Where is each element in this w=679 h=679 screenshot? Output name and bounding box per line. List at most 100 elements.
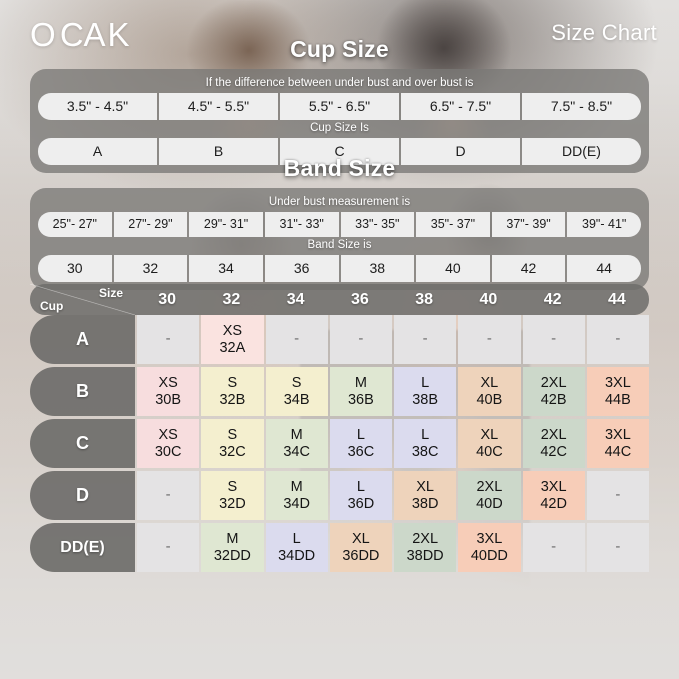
matrix-cell: 3XL 44B [586,367,649,416]
matrix-cell-code: 32A [219,339,246,356]
matrix-cell-code: 36B [347,391,374,408]
matrix-cell: XS 30B [137,367,200,416]
matrix-cell-size: - [615,330,621,348]
cup-size-section: Cup Size If the difference between under… [0,36,679,173]
band-number-row: 30 32 34 36 38 40 42 44 [38,255,641,282]
matrix-cell-size: - [294,330,300,348]
cup-range-cell: 5.5" - 6.5" [280,93,399,120]
matrix-cell-size: M [290,427,303,444]
matrix-cell-size: L [292,531,301,548]
matrix-cell-code: 40DD [470,547,508,564]
matrix-col-header: 40 [456,284,521,315]
matrix-cell: - [394,315,457,364]
matrix-cell-code: 42D [540,495,567,512]
matrix-cell: - [522,523,585,572]
band-range-cell: 39"- 41" [567,212,641,237]
matrix-cell-size: XL [416,479,434,496]
cup-measure-caption: If the difference between under bust and… [205,77,474,89]
matrix-body: A - XS 32A - - - - - - B XS 30B S 32B S 34B M 36B L 38B XL 40B… [30,315,649,572]
matrix-cell-size: L [356,427,365,444]
matrix-cell: XL 36DD [329,523,392,572]
matrix-cell: 2XL 38DD [394,523,457,572]
cup-range-cell: 3.5" - 4.5" [38,93,157,120]
matrix-cell-size: M [226,531,239,548]
matrix-cell: - [137,471,200,520]
matrix-cell: XL 40B [458,367,521,416]
matrix-col-header: 32 [199,284,264,315]
matrix-cell: - [586,471,649,520]
matrix-cell-size: 2XL [412,531,439,548]
band-measure-caption: Under bust measurement is [268,196,411,208]
matrix-cell-code: 40B [476,391,503,408]
matrix-cell: 2XL 42B [522,367,585,416]
matrix-cell-size: - [615,486,621,504]
matrix-cell: L 34DD [265,523,328,572]
matrix-cell-size: S [227,479,238,496]
matrix-cell-size: - [551,538,557,556]
matrix-cell-code: 38C [411,443,439,460]
matrix-cell-size: 2XL [540,427,567,444]
matrix-cell: - [329,315,392,364]
matrix-cell-size: L [356,479,365,496]
matrix-row-label: D [30,471,135,520]
matrix-cell: L 36D [329,471,392,520]
matrix-cell-code: 42B [540,391,567,408]
cup-letter-cell: C [280,138,399,165]
matrix-col-header: 36 [327,284,392,315]
matrix-cell-size: XL [352,531,370,548]
band-range-cell: 37"- 39" [491,212,566,237]
matrix-cell-size: L [421,375,430,392]
matrix-cell-code: 32DD [213,547,251,564]
cup-range-cell: 4.5" - 5.5" [159,93,278,120]
matrix-cell-code: 44B [604,391,631,408]
matrix-row-label: C [30,419,135,468]
matrix-cell-code: 34B [283,391,310,408]
matrix-cell-size: M [354,375,367,392]
matrix-cell-code: 38B [412,391,439,408]
diagonal-divider-icon [30,284,135,315]
matrix-cell-code: 34D [283,495,310,512]
matrix-cell-size: XS [158,375,178,392]
matrix-cell-code: 32C [219,443,246,460]
matrix-cell-size: L [421,427,430,444]
matrix-cell-size: S [291,375,302,392]
matrix-row: DD(E) - M 32DD L 34DD XL 36DD 2XL 38DD 3XL 40DD - - [30,523,649,572]
band-size-section: Band Size Under bust measurement is 25"-… [0,155,679,290]
matrix-cell-size: 3XL [476,531,503,548]
matrix-cell-size: XL [480,375,499,392]
matrix-cell-size: 2XL [540,375,567,392]
matrix-row: D - S 32D M 34D L 36D XL 38D 2XL 40D 3XL 42D - [30,471,649,520]
matrix-cell-size: 3XL [540,479,567,496]
matrix-cell-size: S [227,427,238,444]
cup-range-cell: 6.5" - 7.5" [401,93,520,120]
band-number-cell: 34 [189,255,263,282]
matrix-cell: XL 38D [394,471,457,520]
cup-letter-cell: B [159,138,278,165]
matrix-cell-code: 30C [154,443,182,460]
matrix-cell: - [458,315,521,364]
band-number-cell: 40 [416,255,490,282]
matrix-cell: S 32B [201,367,264,416]
band-range-cell: 27"- 29" [113,212,188,237]
matrix-cell-size: S [227,375,238,392]
matrix-cell-code: 30B [155,391,182,408]
matrix-cell-code: 36D [347,495,375,512]
matrix-corner-header: Size Cup [30,284,135,315]
matrix-cell-code: 38D [411,495,439,512]
matrix-col-header: 42 [520,284,585,315]
matrix-cell: 3XL 42D [522,471,585,520]
matrix-cell-code: 42C [540,443,567,460]
matrix-cell-size: 3XL [604,427,631,444]
matrix-cell-size: - [422,330,428,348]
matrix-cell-code: 32D [219,495,246,512]
matrix-cell: - [522,315,585,364]
matrix-cell-size: 2XL [476,479,503,496]
top-bar: OƆAK Size Chart [0,10,679,62]
matrix-cell: 3XL 40DD [458,523,521,572]
band-number-cell: 38 [340,255,415,282]
corner-cup-label: Cup [40,299,64,313]
band-size-heading: Band Size [283,155,396,181]
matrix-cell-code: 44C [604,443,632,460]
matrix-cell-code: 32B [219,391,246,408]
